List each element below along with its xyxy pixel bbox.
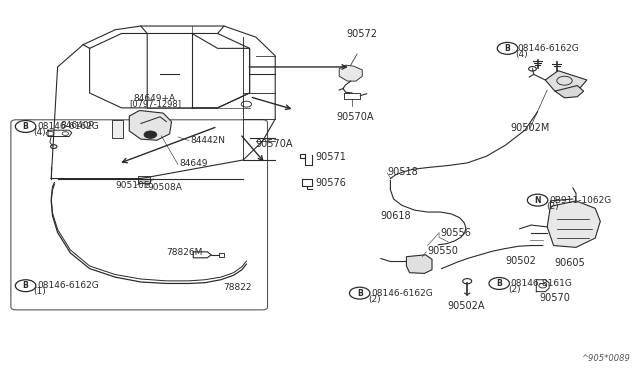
Text: 84649: 84649 (179, 159, 208, 168)
Text: 90502A: 90502A (447, 301, 484, 311)
Polygon shape (112, 120, 123, 138)
Text: B: B (23, 281, 28, 290)
Text: (4): (4) (515, 50, 528, 59)
Text: 90502M: 90502M (511, 124, 550, 133)
Text: 90570: 90570 (540, 293, 570, 302)
Text: 90570A: 90570A (337, 112, 374, 122)
Polygon shape (406, 255, 432, 273)
Text: 90572: 90572 (346, 29, 377, 39)
Text: 90508A: 90508A (147, 183, 182, 192)
Polygon shape (339, 65, 362, 81)
Text: 90518: 90518 (387, 167, 418, 177)
Text: 08146-6162G: 08146-6162G (517, 44, 579, 53)
Text: 0B911-1062G: 0B911-1062G (549, 196, 611, 205)
Text: 78826M: 78826M (166, 248, 203, 257)
Text: 84649+A: 84649+A (134, 94, 176, 103)
Text: B: B (357, 289, 362, 298)
Text: 90576: 90576 (315, 178, 346, 188)
Text: B: B (23, 122, 28, 131)
Text: 90550: 90550 (428, 246, 458, 256)
Text: 08146-6162G: 08146-6162G (371, 289, 433, 298)
Text: 08146-6162G: 08146-6162G (37, 281, 99, 290)
Text: 84640P: 84640P (61, 121, 95, 130)
Polygon shape (555, 86, 584, 98)
Polygon shape (129, 110, 172, 140)
Text: (4): (4) (33, 128, 46, 137)
Text: 90570A: 90570A (255, 140, 292, 149)
Polygon shape (138, 176, 150, 183)
Text: 08146-8161G: 08146-8161G (511, 279, 573, 288)
Text: N: N (534, 196, 541, 205)
Text: (2): (2) (547, 202, 559, 211)
Text: B: B (505, 44, 510, 53)
Text: 90605: 90605 (554, 259, 585, 268)
Text: B: B (497, 279, 502, 288)
Text: 90556: 90556 (440, 228, 471, 238)
Text: (1): (1) (33, 287, 46, 296)
Text: (2): (2) (508, 285, 521, 294)
Text: [0797-1298]: [0797-1298] (129, 100, 181, 109)
Text: 78822: 78822 (223, 283, 252, 292)
Text: 08146-6162G: 08146-6162G (37, 122, 99, 131)
Polygon shape (545, 71, 587, 91)
Text: 90571: 90571 (315, 152, 346, 162)
Text: 84442N: 84442N (191, 136, 226, 145)
Text: ^905*0089: ^905*0089 (582, 354, 630, 363)
Circle shape (144, 131, 157, 138)
Polygon shape (547, 201, 600, 247)
Text: 90618: 90618 (380, 211, 411, 221)
Text: (2): (2) (369, 295, 381, 304)
Text: 90510E: 90510E (115, 181, 150, 190)
FancyBboxPatch shape (11, 120, 268, 310)
Text: 90502: 90502 (506, 256, 536, 266)
